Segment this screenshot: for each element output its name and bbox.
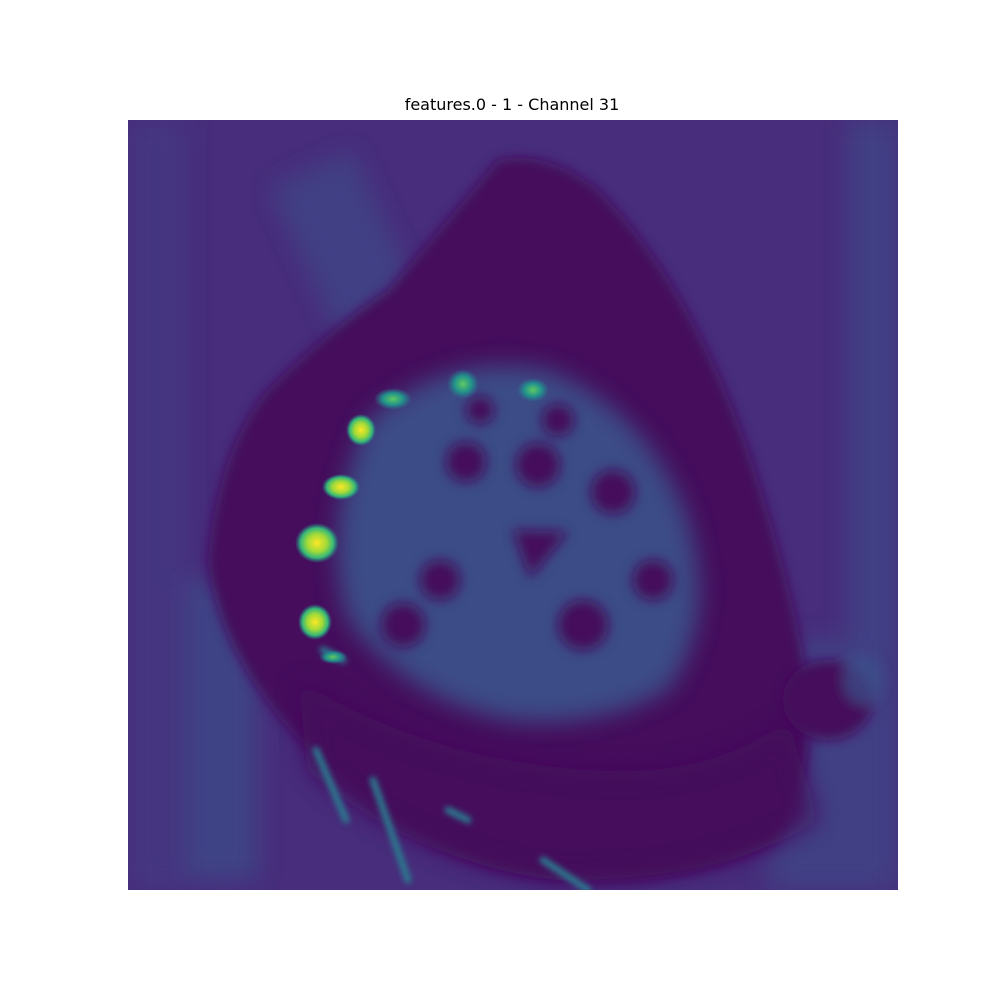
figure-title: features.0 - 1 - Channel 31 (404, 95, 620, 114)
feature-map-image (128, 120, 898, 890)
activation-spots (295, 369, 549, 664)
